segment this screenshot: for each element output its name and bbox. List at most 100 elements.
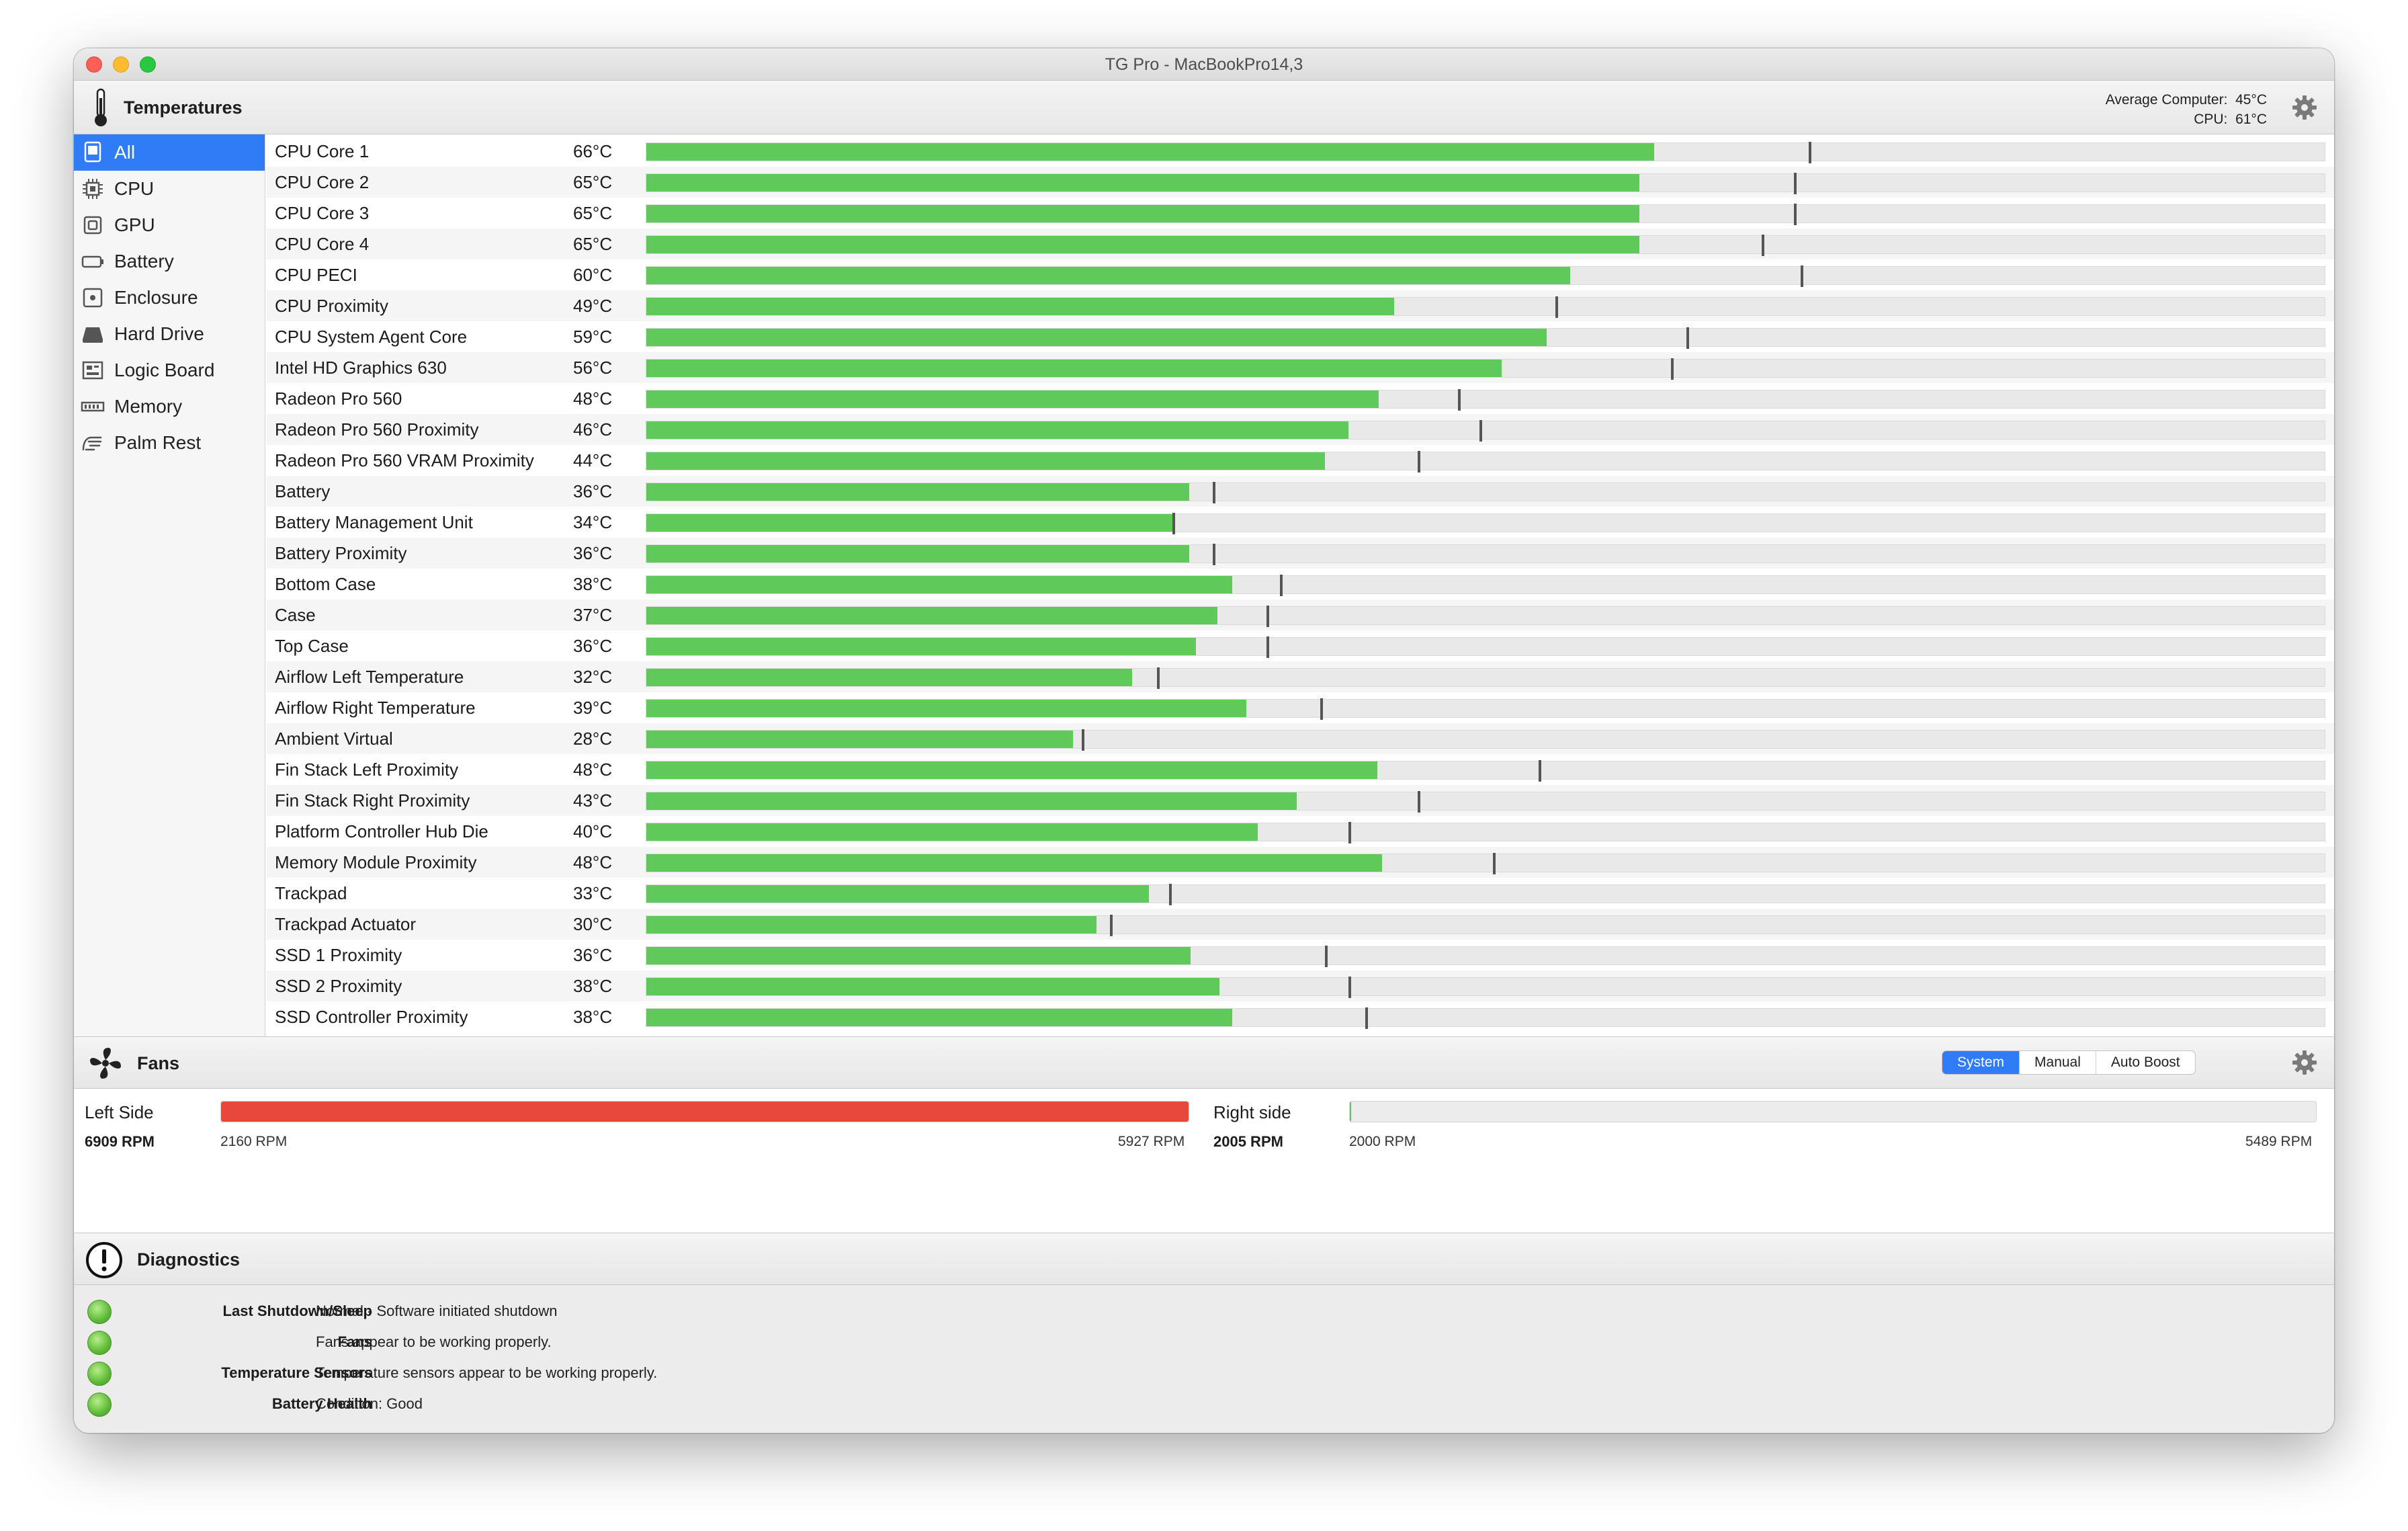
sensor-row[interactable]: Radeon Pro 560 VRAM Proximity 44°C: [267, 445, 2334, 476]
sensor-row[interactable]: CPU PECI 60°C: [267, 259, 2334, 290]
right-fan-speed-fill: [1350, 1102, 1352, 1122]
sensor-name: CPU System Agent Core: [275, 327, 468, 347]
cpu-chip-icon: [83, 179, 103, 199]
sensor-name: Airflow Right Temperature: [275, 698, 476, 718]
sensor-row[interactable]: CPU Core 2 65°C: [267, 167, 2334, 198]
sensor-row[interactable]: CPU Core 4 65°C: [267, 229, 2334, 259]
sensor-row[interactable]: CPU Core 1 66°C: [267, 136, 2334, 167]
sensor-row[interactable]: CPU System Agent Core 59°C: [267, 321, 2334, 352]
max-temperature-marker: [1280, 575, 1283, 596]
sensor-row[interactable]: Platform Controller Hub Die 40°C: [267, 816, 2334, 847]
average-computer-label: Average Computer:: [2105, 92, 2228, 108]
zoom-window-button[interactable]: [140, 56, 156, 73]
fan-mode-auto-boost[interactable]: Auto Boost: [2110, 1054, 2180, 1070]
sensor-row[interactable]: Bottom Case 38°C: [267, 569, 2334, 599]
sensor-temperature: 46°C: [573, 419, 613, 440]
sensor-row[interactable]: SSD 2 Proximity 38°C: [267, 970, 2334, 1001]
sensor-row[interactable]: Fin Stack Left Proximity 48°C: [267, 754, 2334, 785]
sidebar-item-gpu[interactable]: GPU: [74, 207, 265, 243]
sensor-temperature: 38°C: [573, 976, 613, 996]
sensor-list[interactable]: CPU Core 1 66°C CPU Core 2 65°C CPU Core 3 65…: [267, 136, 2334, 1036]
sensor-temperature: 38°C: [573, 574, 613, 594]
max-temperature-marker: [1169, 884, 1172, 905]
max-temperature-marker: [1082, 729, 1084, 751]
temperature-bar: [646, 853, 2325, 874]
left-fan-min-rpm: 2160 RPM: [220, 1134, 288, 1149]
average-readout: Average Computer: 45°C CPU: 61°C: [2106, 90, 2267, 129]
sidebar-item-memory[interactable]: Memory: [74, 388, 265, 425]
sensor-row[interactable]: Radeon Pro 560 48°C: [267, 383, 2334, 414]
sensor-name: Bottom Case: [275, 574, 376, 594]
sensor-row[interactable]: Intel HD Graphics 630 56°C: [267, 352, 2334, 383]
sidebar-item-label: Palm Rest: [114, 432, 202, 453]
sensor-row[interactable]: SSD 1 Proximity 36°C: [267, 940, 2334, 970]
sensor-temperature: 59°C: [573, 327, 613, 347]
sensor-row[interactable]: Ambient Virtual 28°C: [267, 723, 2334, 754]
sidebar-item-enclosure[interactable]: Enclosure: [74, 280, 265, 316]
sidebar-item-hard-drive[interactable]: Hard Drive: [74, 316, 265, 352]
max-temperature-marker: [1213, 544, 1215, 565]
sensor-row[interactable]: Memory Module Proximity 48°C: [267, 847, 2334, 878]
fan-mode-manual[interactable]: Manual: [2020, 1051, 2096, 1074]
minimize-window-button[interactable]: [113, 56, 129, 73]
max-temperature-marker: [1266, 636, 1269, 658]
temperature-bar-fill: [646, 823, 1258, 841]
sensor-row[interactable]: Radeon Pro 560 Proximity 46°C: [267, 414, 2334, 445]
sensor-row[interactable]: CPU Core 3 65°C: [267, 198, 2334, 229]
sensor-row[interactable]: Trackpad Actuator 30°C: [267, 909, 2334, 940]
sensor-name: Platform Controller Hub Die: [275, 821, 488, 841]
sensor-row[interactable]: Airflow Left Temperature 32°C: [267, 661, 2334, 692]
temperature-bar: [646, 915, 2325, 936]
temperatures-header: Temperatures Average Computer: 45°C CPU:…: [74, 81, 2334, 134]
close-window-button[interactable]: [86, 56, 102, 73]
fans-title: Fans: [137, 1053, 180, 1073]
sensor-row[interactable]: Trackpad 33°C: [267, 878, 2334, 909]
all-sensors-icon: [84, 141, 101, 163]
temperature-bar-fill: [646, 205, 1639, 222]
sensor-temperature: 36°C: [573, 636, 613, 656]
sensor-name: Airflow Left Temperature: [275, 667, 464, 687]
sensor-row[interactable]: Airflow Right Temperature 39°C: [267, 692, 2334, 723]
max-temperature-marker: [1479, 420, 1482, 442]
diagnostic-value: Temperature sensors appear to be working…: [316, 1364, 658, 1381]
sidebar-item-battery[interactable]: Battery: [74, 243, 265, 280]
sensor-row[interactable]: CPU Proximity 49°C: [267, 290, 2334, 321]
temperature-bar: [646, 420, 2325, 442]
sidebar-item-all[interactable]: All: [74, 134, 265, 171]
temperature-bar: [646, 544, 2325, 565]
temperature-bar: [646, 265, 2325, 287]
sensor-row[interactable]: Fin Stack Right Proximity 43°C: [267, 785, 2334, 816]
sidebar-item-palm-rest[interactable]: Palm Rest: [74, 425, 265, 461]
battery-icon: [81, 255, 103, 268]
left-fan-speed-bar: [220, 1101, 1189, 1122]
temperature-bar-fill: [646, 143, 1654, 161]
sensor-row[interactable]: Top Case 36°C: [267, 630, 2334, 661]
sensor-name: Memory Module Proximity: [275, 852, 477, 872]
diagnostic-label: Battery Health: [271, 1395, 372, 1412]
sensor-row[interactable]: Battery Management Unit 34°C: [267, 507, 2334, 538]
temperature-bar: [646, 822, 2325, 843]
diagnostic-label: Last Shutdown/Sleep: [222, 1302, 372, 1319]
sensor-name: CPU Core 2: [275, 172, 370, 192]
sensor-name: CPU PECI: [275, 265, 357, 285]
fan-mode-system[interactable]: System: [1942, 1051, 2020, 1074]
app-window: TG Pro - MacBookPro14,3 Temperatures Ave…: [74, 48, 2334, 1433]
max-temperature-marker: [1686, 327, 1689, 349]
temperature-bar-fill: [646, 638, 1196, 655]
sensor-name: Fin Stack Right Proximity: [275, 790, 470, 811]
sidebar-item-cpu[interactable]: CPU: [74, 171, 265, 207]
sensor-temperature: 39°C: [573, 698, 613, 718]
sensor-row[interactable]: Battery Proximity 36°C: [267, 538, 2334, 569]
sidebar-item-label: Logic Board: [114, 360, 215, 380]
temperature-bar-fill: [646, 514, 1172, 532]
palm-rest-icon: [82, 436, 102, 451]
temperature-bar-fill: [646, 885, 1149, 903]
sidebar-item-logic-board[interactable]: Logic Board: [74, 352, 265, 388]
sensor-row[interactable]: Battery 36°C: [267, 476, 2334, 507]
max-temperature-marker: [1418, 451, 1420, 472]
enclosure-icon: [83, 288, 103, 308]
sensor-row[interactable]: Case 37°C: [267, 599, 2334, 630]
fans-settings-gear-icon[interactable]: [2291, 1049, 2318, 1076]
sensor-row[interactable]: SSD Controller Proximity 38°C: [267, 1001, 2334, 1032]
temperatures-settings-gear-icon[interactable]: [2291, 94, 2318, 121]
